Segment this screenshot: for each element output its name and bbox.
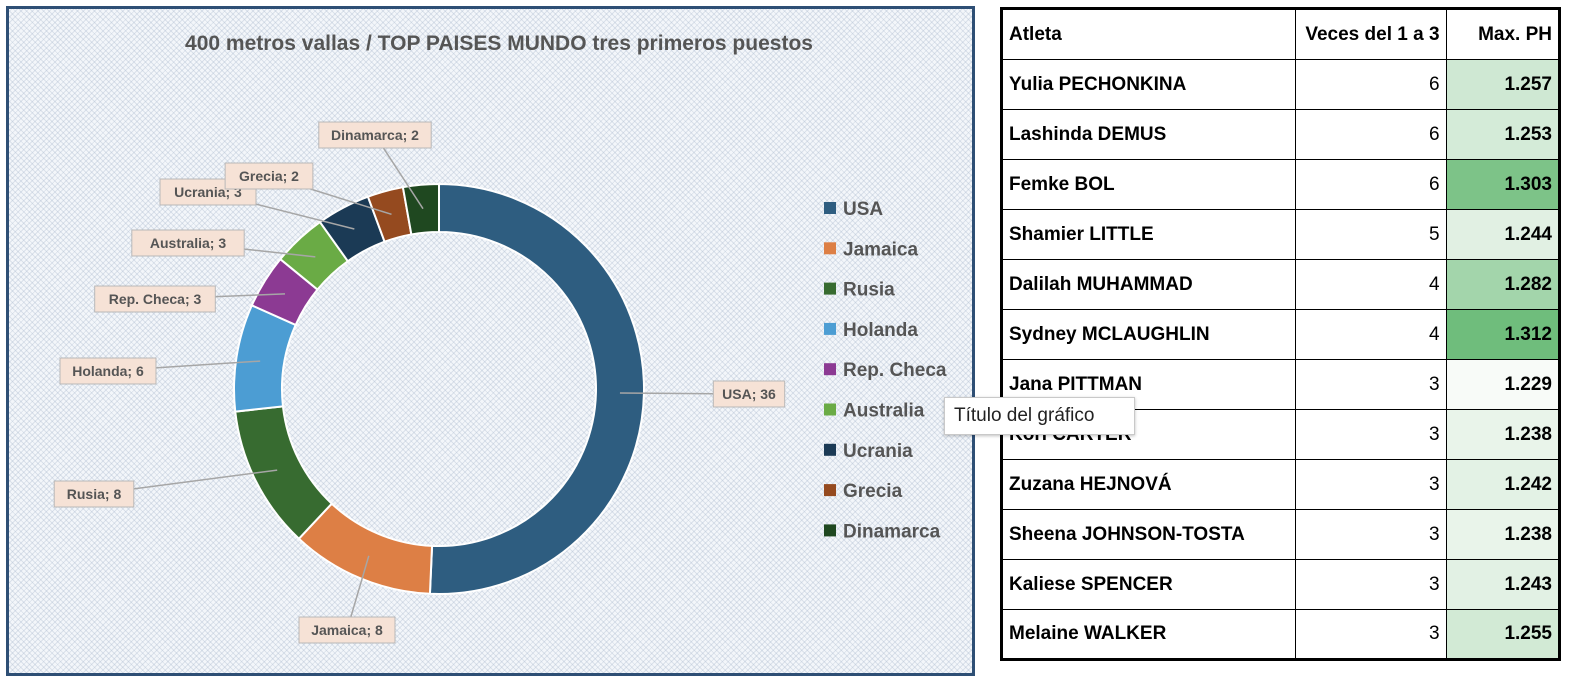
legend-label[interactable]: Ucrania bbox=[843, 441, 913, 462]
max-ph-cell[interactable]: 1.303 bbox=[1445, 159, 1561, 210]
data-label-box[interactable] bbox=[59, 357, 157, 385]
legend-swatch bbox=[824, 443, 836, 456]
athlete-name-cell[interactable]: Dalilah MUHAMMAD bbox=[1000, 259, 1297, 310]
times-top3-cell[interactable]: 3 bbox=[1295, 409, 1447, 460]
athlete-name-cell[interactable]: Yulia PECHONKINA bbox=[1000, 59, 1297, 110]
legend-label[interactable]: Rep. Checa bbox=[843, 360, 947, 381]
table-row: Lashinda DEMUS 6 1.253 bbox=[1000, 109, 1561, 160]
times-top3-cell[interactable]: 5 bbox=[1295, 209, 1447, 260]
legend-swatch bbox=[824, 403, 836, 416]
header-times-top3[interactable]: Veces del 1 a 3 bbox=[1295, 8, 1447, 60]
legend-swatch bbox=[824, 322, 836, 335]
max-ph-cell[interactable]: 1.238 bbox=[1445, 509, 1561, 560]
legend-label[interactable]: Australia bbox=[843, 401, 925, 422]
legend-swatch bbox=[824, 524, 836, 537]
times-top3-cell[interactable]: 6 bbox=[1295, 159, 1447, 210]
times-top3-cell[interactable]: 3 bbox=[1295, 359, 1447, 410]
max-ph-cell[interactable]: 1.243 bbox=[1445, 559, 1561, 610]
table-row: Melaine WALKER 3 1.255 bbox=[1000, 609, 1561, 660]
table-row: Sydney MCLAUGHLIN 4 1.312 bbox=[1000, 309, 1561, 360]
athlete-name-cell[interactable]: Lashinda DEMUS bbox=[1000, 109, 1297, 160]
athlete-name-cell[interactable]: Sheena JOHNSON-TOSTA bbox=[1000, 509, 1297, 560]
times-top3-cell[interactable]: 4 bbox=[1295, 309, 1447, 360]
chart-title: 400 metros vallas / TOP PAISES MUNDO tre… bbox=[185, 32, 813, 55]
data-label: Australia; 3 bbox=[150, 235, 226, 251]
data-label: USA; 36 bbox=[722, 386, 776, 402]
data-label: Rep. Checa; 3 bbox=[109, 291, 202, 307]
slice-usa[interactable] bbox=[428, 182, 646, 595]
times-top3-cell[interactable]: 6 bbox=[1295, 59, 1447, 110]
data-label-box[interactable] bbox=[94, 285, 216, 313]
legend-label[interactable]: Jamaica bbox=[843, 239, 918, 260]
times-top3-cell[interactable]: 4 bbox=[1295, 259, 1447, 310]
legend-label[interactable]: Dinamarca bbox=[843, 521, 941, 542]
table-row: Zuzana HEJNOVÁ 3 1.242 bbox=[1000, 459, 1561, 510]
table-row: Shamier LITTLE 5 1.244 bbox=[1000, 209, 1561, 260]
table-row: Kaliese SPENCER 3 1.243 bbox=[1000, 559, 1561, 610]
max-ph-cell[interactable]: 1.257 bbox=[1445, 59, 1561, 110]
athlete-name-cell[interactable]: Shamier LITTLE bbox=[1000, 209, 1297, 260]
legend-swatch bbox=[824, 484, 836, 497]
data-label-box[interactable] bbox=[318, 121, 432, 149]
athlete-name-cell[interactable]: Zuzana HEJNOVÁ bbox=[1000, 459, 1297, 510]
data-label-box[interactable] bbox=[53, 480, 135, 508]
header-max-ph[interactable]: Max. PH bbox=[1445, 8, 1561, 60]
donut-chart: 400 metros vallas / TOP PAISES MUNDO tre… bbox=[53, 32, 947, 644]
legend-label[interactable]: Grecia bbox=[843, 481, 903, 502]
athletes-table: Atleta Veces del 1 a 3 Max. PH Yulia PEC… bbox=[1000, 7, 1561, 661]
max-ph-cell[interactable]: 1.242 bbox=[1445, 459, 1561, 510]
max-ph-cell[interactable]: 1.244 bbox=[1445, 209, 1561, 260]
chart-area[interactable]: 400 metros vallas / TOP PAISES MUNDO tre… bbox=[6, 6, 975, 676]
times-top3-cell[interactable]: 3 bbox=[1295, 559, 1447, 610]
max-ph-cell[interactable]: 1.255 bbox=[1445, 609, 1561, 660]
times-top3-cell[interactable]: 6 bbox=[1295, 109, 1447, 160]
times-top3-cell[interactable]: 3 bbox=[1295, 509, 1447, 560]
max-ph-cell[interactable]: 1.229 bbox=[1445, 359, 1561, 410]
slice-dinamarca[interactable] bbox=[401, 182, 440, 236]
times-top3-cell[interactable]: 3 bbox=[1295, 609, 1447, 660]
data-label: Rusia; 8 bbox=[67, 486, 122, 502]
max-ph-cell[interactable]: 1.238 bbox=[1445, 409, 1561, 460]
data-label-box[interactable] bbox=[131, 229, 245, 257]
data-label-box[interactable] bbox=[712, 380, 786, 408]
max-ph-cell[interactable]: 1.253 bbox=[1445, 109, 1561, 160]
legend-label[interactable]: Holanda bbox=[843, 320, 918, 341]
legend-swatch bbox=[824, 242, 836, 255]
table-row: Yulia PECHONKINA 6 1.257 bbox=[1000, 59, 1561, 110]
legend-label[interactable]: Rusia bbox=[843, 280, 895, 301]
athlete-name-cell[interactable]: Sydney MCLAUGHLIN bbox=[1000, 309, 1297, 360]
max-ph-cell[interactable]: 1.312 bbox=[1445, 309, 1561, 360]
legend-swatch bbox=[824, 282, 836, 295]
legend-swatch bbox=[824, 363, 836, 376]
table-header-row: Atleta Veces del 1 a 3 Max. PH bbox=[1000, 8, 1561, 60]
max-ph-cell[interactable]: 1.282 bbox=[1445, 259, 1561, 310]
legend-label[interactable]: USA bbox=[843, 199, 883, 220]
data-label: Dinamarca; 2 bbox=[331, 127, 419, 143]
data-label: Grecia; 2 bbox=[239, 168, 299, 184]
table-row: Jana PITTMAN 3 1.229 bbox=[1000, 359, 1561, 410]
data-label: Holanda; 6 bbox=[72, 363, 144, 379]
table-row: Dalilah MUHAMMAD 4 1.282 bbox=[1000, 259, 1561, 310]
times-top3-cell[interactable]: 3 bbox=[1295, 459, 1447, 510]
data-label: Jamaica; 8 bbox=[311, 622, 383, 638]
athlete-name-cell[interactable]: Kaliese SPENCER bbox=[1000, 559, 1297, 610]
chart-title-tooltip: Título del gráfico bbox=[944, 397, 1135, 435]
athlete-name-cell[interactable]: Femke BOL bbox=[1000, 159, 1297, 210]
table-row: Sheena JOHNSON-TOSTA 3 1.238 bbox=[1000, 509, 1561, 560]
athlete-name-cell[interactable]: Melaine WALKER bbox=[1000, 609, 1297, 660]
data-label-box[interactable] bbox=[224, 162, 314, 190]
table-row: Femke BOL 6 1.303 bbox=[1000, 159, 1561, 210]
slice-rusia[interactable] bbox=[234, 405, 334, 541]
header-athlete[interactable]: Atleta bbox=[1000, 8, 1297, 60]
legend-swatch bbox=[824, 202, 836, 214]
data-label-box[interactable] bbox=[298, 616, 396, 644]
